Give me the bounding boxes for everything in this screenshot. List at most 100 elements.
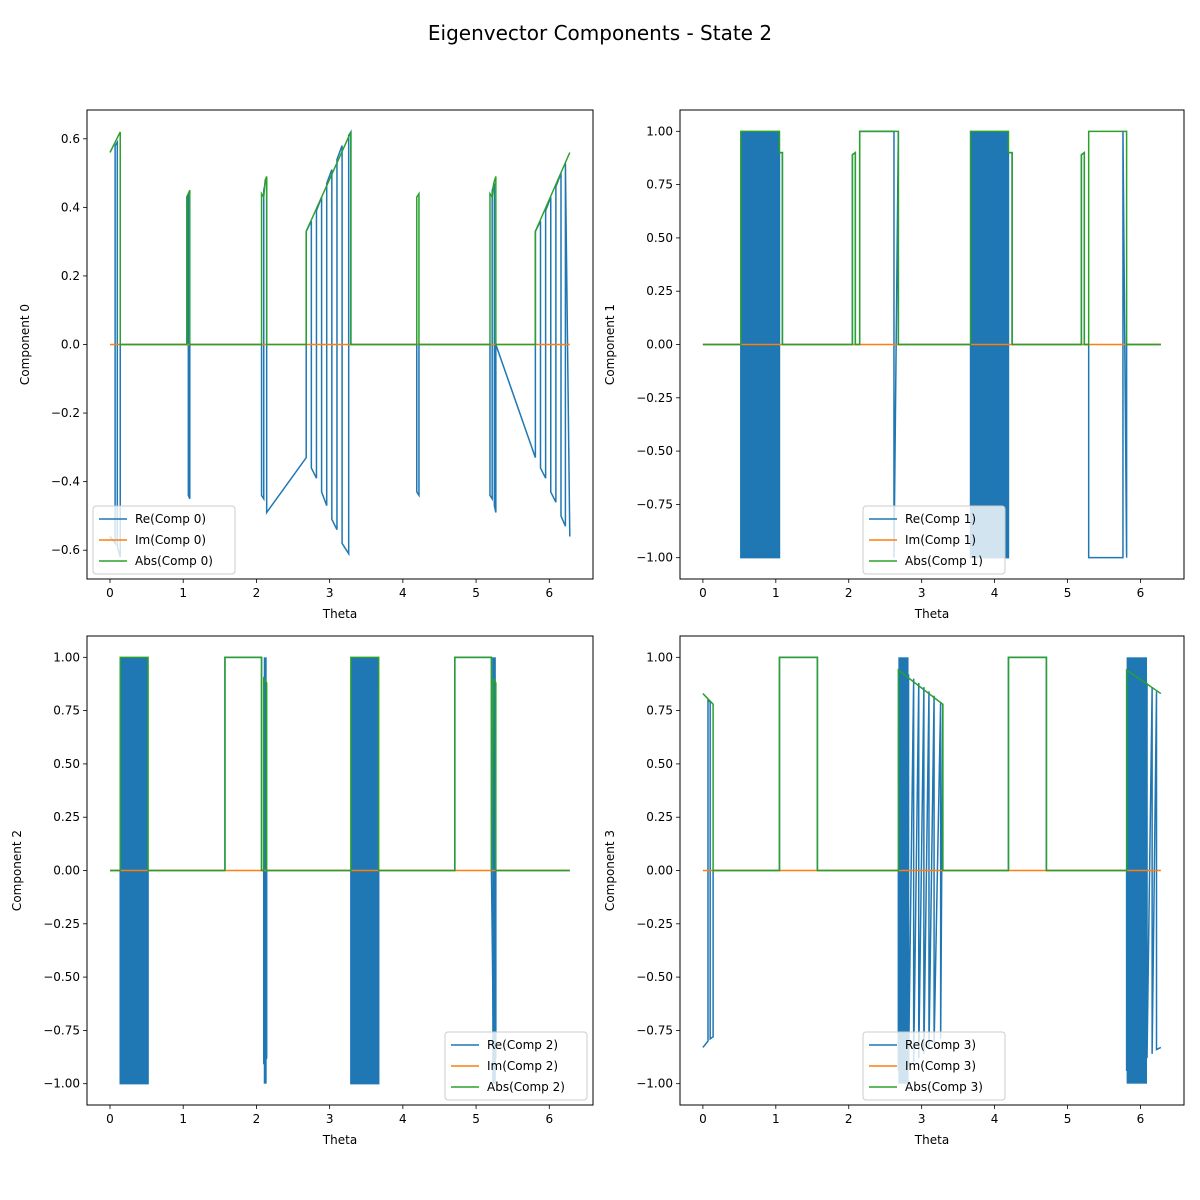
x-tick-label: 3 xyxy=(918,1112,926,1126)
legend-label-abs: Abs(Comp 2) xyxy=(487,1080,565,1094)
x-axis-label: Theta xyxy=(322,607,357,621)
x-tick-label: 6 xyxy=(1137,586,1145,600)
legend-label-re: Re(Comp 2) xyxy=(487,1038,558,1052)
y-tick-label: 0.75 xyxy=(646,178,673,192)
y-axis-label: Component 1 xyxy=(603,304,617,385)
y-tick-label: −0.4 xyxy=(51,475,80,489)
x-tick-label: 6 xyxy=(545,1112,553,1126)
x-tick-label: 6 xyxy=(545,586,553,600)
plot-area xyxy=(702,130,1161,559)
y-tick-label: 0.00 xyxy=(646,864,673,878)
y-axis-label: Component 2 xyxy=(10,830,24,911)
legend-label-abs: Abs(Comp 0) xyxy=(135,554,213,568)
y-tick-label: 0.6 xyxy=(61,132,80,146)
y-tick-label: −0.50 xyxy=(636,970,673,984)
y-tick-label: 0.25 xyxy=(53,810,80,824)
x-tick-label: 3 xyxy=(326,586,334,600)
subplot-grid: 0 1 2 3 4 5 6 −0.6 −0.4 −0.2 0.0 0.2 0.4 0.6 Theta Comp… xyxy=(10,109,1185,1147)
series-line-abs xyxy=(702,130,1161,346)
y-tick-label: 0.00 xyxy=(53,864,80,878)
legend: Re(Comp 3) Im(Comp 3) Abs(Comp 3) xyxy=(862,1031,1006,1101)
series-line-abs xyxy=(109,131,571,346)
y-tick-label: −0.75 xyxy=(43,1023,80,1037)
legend-label-re: Re(Comp 3) xyxy=(905,1038,976,1052)
series-line-re xyxy=(109,129,571,558)
y-tick-label: 0.75 xyxy=(646,704,673,718)
legend: Re(Comp 1) Im(Comp 1) Abs(Comp 1) xyxy=(862,505,1006,575)
figure-title: Eigenvector Components - State 2 xyxy=(428,21,772,45)
y-tick-label: 1.00 xyxy=(646,650,673,664)
legend-label-re: Re(Comp 1) xyxy=(905,512,976,526)
y-tick-label: 1.00 xyxy=(53,650,80,664)
plot-area xyxy=(702,656,1162,1084)
x-tick-label: 1 xyxy=(179,586,187,600)
legend-box xyxy=(862,1031,1006,1101)
y-tick-label: −0.50 xyxy=(636,444,673,458)
y-tick-label: −0.2 xyxy=(51,406,80,420)
y-tick-label: −0.6 xyxy=(51,543,80,557)
x-tick-label: 0 xyxy=(699,586,707,600)
x-tick-label: 2 xyxy=(845,1112,853,1126)
y-axis-label: Component 3 xyxy=(603,830,617,911)
subplot-0: 0 1 2 3 4 5 6 −0.6 −0.4 −0.2 0.0 0.2 0.4 0.6 Theta Comp… xyxy=(18,109,594,621)
x-tick-label: 2 xyxy=(253,1112,261,1126)
legend: Re(Comp 0) Im(Comp 0) Abs(Comp 0) xyxy=(92,505,236,575)
y-tick-label: −0.75 xyxy=(636,1023,673,1037)
legend-label-re: Re(Comp 0) xyxy=(135,512,206,526)
legend-label-abs: Abs(Comp 3) xyxy=(905,1080,983,1094)
y-axis-label: Component 0 xyxy=(18,304,32,385)
legend-label-abs: Abs(Comp 1) xyxy=(905,554,983,568)
series-line-abs xyxy=(109,656,570,872)
y-tick-label: 0.0 xyxy=(61,338,80,352)
x-tick-label: 5 xyxy=(1064,1112,1072,1126)
x-tick-label: 4 xyxy=(991,1112,999,1126)
legend-label-im: Im(Comp 3) xyxy=(905,1059,976,1073)
legend-label-im: Im(Comp 1) xyxy=(905,533,976,547)
x-tick-label: 1 xyxy=(772,586,780,600)
subplot-3: 0 1 2 3 4 5 6 −1.00 −0.75 −0.50 −0.25 0.00 0.25 0.50 0… xyxy=(603,635,1185,1147)
y-tick-label: 0.50 xyxy=(646,757,673,771)
x-tick-label: 3 xyxy=(326,1112,334,1126)
y-tick-label: −0.50 xyxy=(43,970,80,984)
y-tick-label: −1.00 xyxy=(43,1077,80,1091)
y-tick-label: −0.75 xyxy=(636,497,673,511)
x-axis-label: Theta xyxy=(914,607,949,621)
y-tick-label: −0.25 xyxy=(636,917,673,931)
x-tick-label: 4 xyxy=(399,1112,407,1126)
legend-box xyxy=(92,505,236,575)
x-axis-label: Theta xyxy=(322,1133,357,1147)
y-tick-label: 0.4 xyxy=(61,200,80,214)
plot-area xyxy=(109,656,570,1085)
x-tick-label: 3 xyxy=(918,586,926,600)
y-tick-label: 0.25 xyxy=(646,810,673,824)
y-tick-label: 0.2 xyxy=(61,269,80,283)
x-tick-label: 0 xyxy=(699,1112,707,1126)
x-tick-label: 1 xyxy=(179,1112,187,1126)
x-tick-label: 2 xyxy=(845,586,853,600)
y-tick-label: 0.75 xyxy=(53,704,80,718)
x-tick-label: 5 xyxy=(472,586,480,600)
series-line-abs xyxy=(702,656,1162,872)
x-tick-label: 0 xyxy=(106,586,114,600)
x-tick-label: 0 xyxy=(106,1112,114,1126)
legend-box xyxy=(444,1031,588,1101)
x-tick-label: 5 xyxy=(1064,586,1072,600)
subplot-2: 0 1 2 3 4 5 6 −1.00 −0.75 −0.50 −0.25 0.00 0.25 0.50 0… xyxy=(10,635,594,1147)
y-tick-label: 0.25 xyxy=(646,284,673,298)
y-tick-label: 0.50 xyxy=(53,757,80,771)
x-tick-label: 4 xyxy=(399,586,407,600)
legend-box xyxy=(862,505,1006,575)
x-tick-label: 2 xyxy=(253,586,261,600)
y-tick-label: 0.00 xyxy=(646,338,673,352)
x-axis-label: Theta xyxy=(914,1133,949,1147)
legend-label-im: Im(Comp 0) xyxy=(135,533,206,547)
legend-label-im: Im(Comp 2) xyxy=(487,1059,558,1073)
x-tick-label: 4 xyxy=(991,586,999,600)
y-tick-label: −0.25 xyxy=(43,917,80,931)
series-line-re xyxy=(702,656,1162,1071)
legend: Re(Comp 2) Im(Comp 2) Abs(Comp 2) xyxy=(444,1031,588,1101)
plot-area xyxy=(109,129,571,558)
x-tick-label: 6 xyxy=(1137,1112,1145,1126)
y-tick-label: 0.50 xyxy=(646,231,673,245)
